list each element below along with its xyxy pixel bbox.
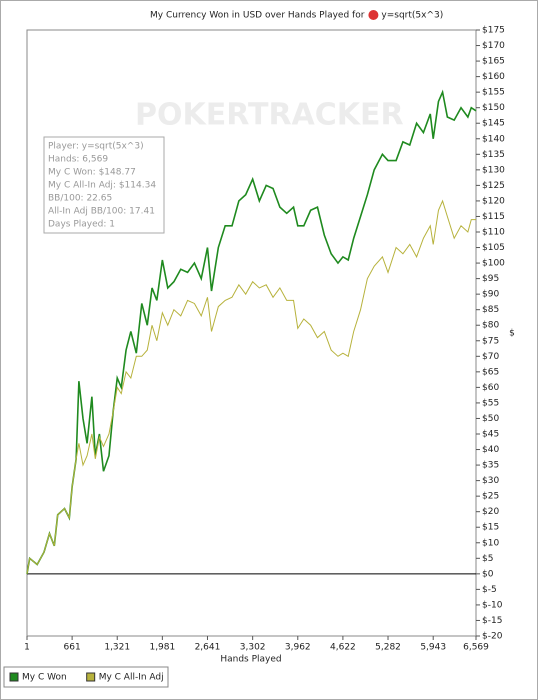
y-tick-label: $15 bbox=[482, 523, 499, 533]
y-tick-label: $130 bbox=[482, 165, 505, 175]
legend-box bbox=[3, 666, 169, 688]
info-line: Hands: 6,569 bbox=[48, 155, 108, 165]
y-tick-label: $85 bbox=[482, 305, 499, 315]
series-line bbox=[26, 89, 477, 574]
y-tick-label: $10 bbox=[482, 538, 499, 548]
y-tick-label: $90 bbox=[482, 290, 499, 300]
player-icon bbox=[368, 10, 379, 20]
x-tick-label: 5,943 bbox=[420, 643, 446, 653]
y-tick-label: $170 bbox=[482, 41, 505, 51]
info-line: Player: y=sqrt(5x^3) bbox=[48, 142, 144, 152]
y-tick-label: $55 bbox=[482, 398, 499, 408]
y-tick-label: $175 bbox=[482, 26, 505, 36]
y-tick-label: $70 bbox=[482, 352, 499, 362]
y-tick-label: $0 bbox=[482, 569, 494, 579]
y-tick-label: $75 bbox=[482, 336, 499, 346]
plot-area bbox=[26, 29, 477, 637]
y-tick-label: $125 bbox=[482, 181, 505, 191]
y-tick-label: $155 bbox=[482, 88, 505, 98]
y-tick-label: $150 bbox=[482, 103, 505, 113]
y-tick-label: $45 bbox=[482, 430, 499, 440]
y-tick-label: $50 bbox=[482, 414, 499, 424]
y-tick-label: $35 bbox=[482, 461, 499, 471]
y-tick-label: $5 bbox=[482, 554, 493, 564]
x-tick-label: 661 bbox=[64, 643, 81, 653]
x-tick-label: 6,569 bbox=[463, 643, 489, 653]
y-axis-label: $ bbox=[509, 329, 515, 339]
y-tick-label: $105 bbox=[482, 243, 505, 253]
x-tick-label: 5,282 bbox=[375, 643, 401, 653]
x-tick-label: 1 bbox=[24, 643, 30, 653]
y-tick-label: $165 bbox=[482, 57, 505, 67]
y-tick-label: $95 bbox=[482, 274, 499, 284]
info-line: My C Won: $148.77 bbox=[48, 168, 136, 178]
y-tick-label: $30 bbox=[482, 476, 499, 486]
y-tick-label: $100 bbox=[482, 259, 505, 269]
y-tick-label: $120 bbox=[482, 196, 505, 206]
info-box-frame bbox=[43, 136, 165, 234]
legend-label: My C All-In Adj bbox=[99, 673, 164, 683]
y-tick-label: $115 bbox=[482, 212, 505, 222]
y-tick-label: $25 bbox=[482, 492, 499, 502]
info-line: BB/100: 22.65 bbox=[48, 194, 112, 204]
x-tick-label: 1,981 bbox=[149, 643, 175, 653]
info-box: Player: y=sqrt(5x^3) Hands: 6,569 My C Won… bbox=[43, 136, 165, 234]
y-tick-label: $-10 bbox=[482, 600, 503, 610]
y-tick-label: $135 bbox=[482, 150, 505, 160]
info-line: My C All-In Adj: $114.34 bbox=[48, 181, 156, 191]
y-tick-label: $-20 bbox=[482, 632, 503, 642]
y-tick-label: $65 bbox=[482, 367, 499, 377]
x-tick-label: 4,622 bbox=[330, 643, 356, 653]
x-axis-label: Hands Played bbox=[220, 655, 281, 665]
y-tick-label: $140 bbox=[482, 134, 505, 144]
x-tick-label: 1,321 bbox=[104, 643, 130, 653]
chart-title-player: y=sqrt(5x^3) bbox=[381, 11, 443, 21]
legend-swatch bbox=[9, 672, 19, 682]
y-tick-label: $80 bbox=[482, 321, 499, 331]
y-tick-label: $110 bbox=[482, 228, 505, 238]
y-tick-label: $-15 bbox=[482, 616, 502, 626]
x-tick-label: 3,962 bbox=[285, 643, 311, 653]
series-line bbox=[26, 199, 476, 574]
y-tick-label: $-5 bbox=[482, 585, 497, 595]
info-line: Days Played: 1 bbox=[48, 220, 115, 230]
chart-title: My Currency Won in USD over Hands Played… bbox=[150, 11, 365, 21]
watermark: POKERTRACKER bbox=[135, 98, 404, 133]
x-tick-label: 2,641 bbox=[195, 643, 221, 653]
legend-label: My C Won bbox=[22, 673, 67, 683]
info-line: All-In Adj BB/100: 17.41 bbox=[48, 207, 155, 217]
y-tick-label: $20 bbox=[482, 507, 499, 517]
y-tick-label: $40 bbox=[482, 445, 499, 455]
y-tick-label: $160 bbox=[482, 72, 505, 82]
y-tick-label: $60 bbox=[482, 383, 499, 393]
legend-swatch bbox=[86, 672, 96, 682]
y-tick-label: $145 bbox=[482, 119, 505, 129]
x-tick-label: 3,302 bbox=[240, 643, 266, 653]
